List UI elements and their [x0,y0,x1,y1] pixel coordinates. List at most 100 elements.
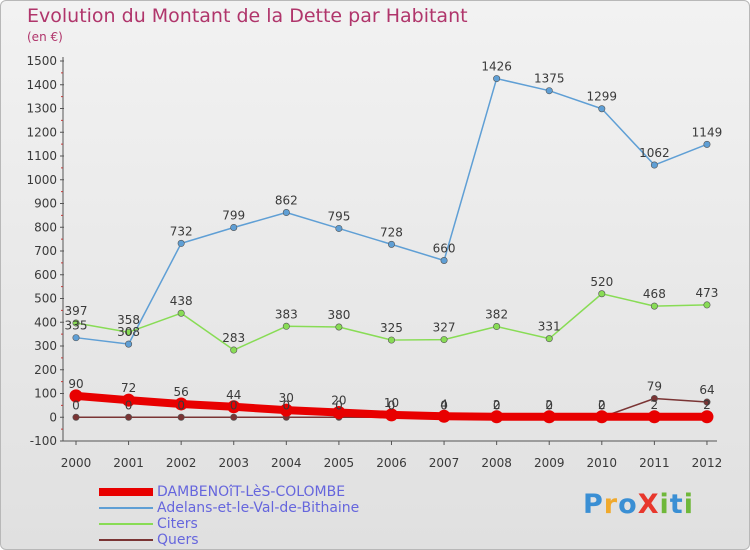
data-point-citers [230,346,238,354]
x-tick-label: 2005 [324,456,355,470]
data-label-dambenoit-les-colombe: 4 [440,397,448,411]
data-label-dambenoit-les-colombe: 10 [384,396,399,410]
data-label-dambenoit-les-colombe: 30 [279,391,294,405]
legend-label-dambenoit: DAMBENOîT-LèS-COLOMBE [157,484,346,500]
logo-letter: i [683,489,694,520]
data-point-dambenoit-les-colombe [122,393,136,407]
y-tick-label: 600 [34,268,57,282]
y-tick-label: 500 [34,292,57,306]
data-point-citers [125,328,133,336]
x-tick-label: 2000 [61,456,92,470]
data-label-dambenoit-les-colombe: 56 [174,385,189,399]
data-label-quers: 0 [388,398,396,412]
legend-swatch-citers [99,523,153,525]
logo-letter: r [603,489,619,520]
data-point-adelans-et-le-val-de-bithaine [440,256,448,264]
data-label-adelans-et-le-val-de-bithaine: 335 [65,319,88,333]
legend-swatch-dambenoit [99,488,153,496]
x-tick-label: 2010 [587,456,618,470]
data-label-dambenoit-les-colombe: 20 [331,394,346,408]
logo-letter: o [618,489,638,520]
y-tick-label: 1500 [26,54,57,68]
data-point-quers [650,394,658,402]
data-point-citers [387,336,395,344]
data-point-adelans-et-le-val-de-bithaine [650,161,658,169]
y-tick-label: 200 [34,363,57,377]
logo-letter: P [583,489,604,520]
y-tick-label: 800 [34,220,57,234]
data-label-dambenoit-les-colombe: 2 [651,398,659,412]
y-tick-label: 300 [34,339,57,353]
data-point-adelans-et-le-val-de-bithaine [703,140,711,148]
legend-swatch-quers [99,539,153,541]
legend-label-quers: Quers [157,532,199,548]
data-label-quers: 0 [335,398,343,412]
data-label-quers: 0 [493,398,501,412]
data-label-quers: 0 [72,398,80,412]
data-point-citers [335,323,343,331]
data-point-quers [230,413,238,421]
chart-subtitle: (en €) [27,30,63,44]
data-point-quers [177,413,185,421]
logo-letter: i [659,489,670,520]
data-label-dambenoit-les-colombe: 2 [545,398,553,412]
y-tick-label: 1400 [26,78,57,92]
data-point-adelans-et-le-val-de-bithaine [387,240,395,248]
x-tick-label: 2001 [113,456,144,470]
data-label-dambenoit-les-colombe: 2 [493,398,501,412]
x-tick-label: 2012 [692,456,723,470]
data-point-dambenoit-les-colombe [384,408,398,422]
y-tick-label: 1100 [26,149,57,163]
data-point-dambenoit-les-colombe [332,406,346,419]
logo-letter: t [669,489,684,520]
data-point-citers [493,323,501,331]
data-label-quers: 0 [598,398,606,412]
data-point-citers [703,301,711,309]
data-label-dambenoit-les-colombe: 2 [703,398,711,412]
data-point-adelans-et-le-val-de-bithaine [72,334,80,342]
data-point-dambenoit-les-colombe [595,410,609,424]
data-label-citers: 327 [433,321,456,335]
data-point-quers [72,413,80,421]
data-label-adelans-et-le-val-de-bithaine: 1062 [639,146,670,160]
x-tick-label: 2003 [218,456,249,470]
y-tick-label: 1000 [26,173,57,187]
data-point-adelans-et-le-val-de-bithaine [230,223,238,231]
data-point-citers [177,309,185,317]
data-label-adelans-et-le-val-de-bithaine: 732 [170,224,193,238]
y-tick-label: -100 [30,434,57,448]
data-point-dambenoit-les-colombe [174,397,188,411]
data-point-adelans-et-le-val-de-bithaine [177,239,185,247]
data-label-adelans-et-le-val-de-bithaine: 799 [222,208,245,222]
proxiti-logo: ProXiti [583,489,694,520]
data-point-quers [125,413,133,421]
data-label-quers: 0 [440,398,448,412]
data-label-citers: 383 [275,307,298,321]
data-label-citers: 520 [590,275,613,289]
data-point-citers [650,302,658,310]
legend-label-adelans: Adelans-et-le-Val-de-Bithaine [157,500,360,516]
data-point-adelans-et-le-val-de-bithaine [125,340,133,348]
data-label-citers: 438 [170,294,193,308]
data-point-quers [703,398,711,406]
data-label-quers: 0 [177,398,185,412]
data-point-citers [545,335,553,343]
data-point-dambenoit-les-colombe [279,403,293,417]
x-tick-label: 2007 [429,456,460,470]
data-point-dambenoit-les-colombe [490,410,504,424]
data-point-dambenoit-les-colombe [227,400,241,414]
x-tick-label: 2006 [376,456,407,470]
data-point-adelans-et-le-val-de-bithaine [282,209,290,217]
data-label-citers: 325 [380,321,403,335]
y-tick-label: 400 [34,315,57,329]
x-tick-label: 2011 [639,456,670,470]
data-label-adelans-et-le-val-de-bithaine: 660 [433,242,456,256]
data-label-quers: 0 [545,398,553,412]
data-point-citers [598,290,606,298]
data-label-adelans-et-le-val-de-bithaine: 795 [327,209,350,223]
y-tick-label: 1200 [26,125,57,139]
x-tick-label: 2008 [481,456,512,470]
y-tick-label: 100 [34,387,57,401]
